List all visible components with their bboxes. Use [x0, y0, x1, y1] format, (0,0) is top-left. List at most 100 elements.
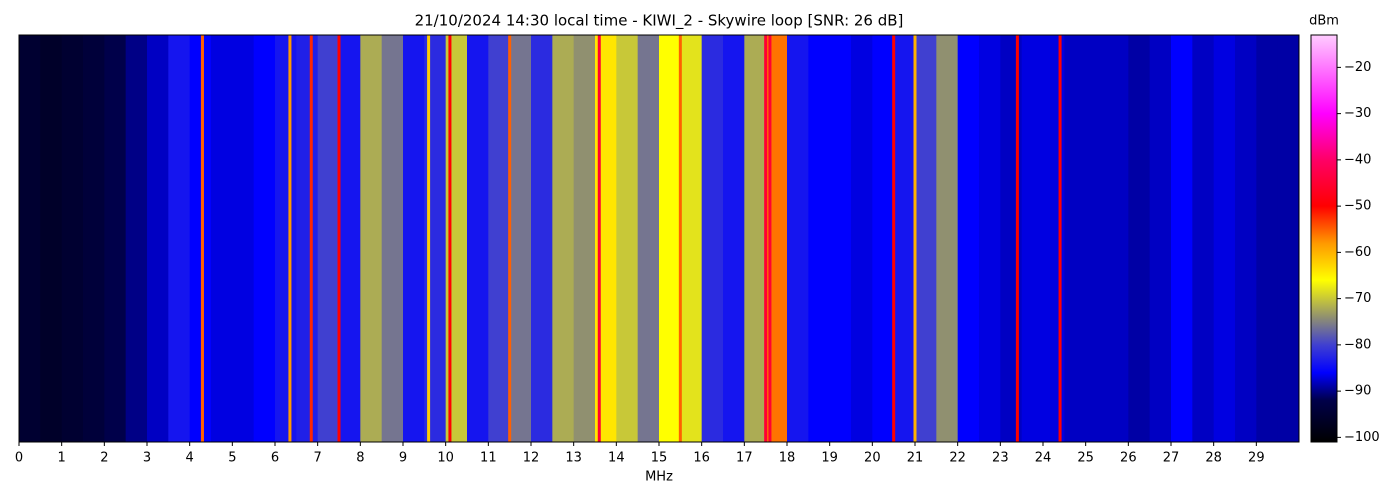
heat-cell	[1149, 35, 1172, 442]
x-tick-label: 8	[356, 451, 364, 466]
x-tick-label: 15	[651, 451, 668, 466]
heat-cell	[339, 35, 361, 442]
colorbar	[1310, 34, 1338, 443]
heat-cell	[723, 35, 745, 442]
x-tick-label: 11	[480, 451, 497, 466]
x-tick-label: 28	[1205, 451, 1222, 466]
x-tick-label: 6	[271, 451, 279, 466]
carrier-line	[288, 35, 292, 442]
heat-cell	[680, 35, 703, 442]
x-tick-label: 4	[186, 451, 194, 466]
carrier-line	[768, 35, 772, 442]
heat-cell	[893, 35, 916, 442]
heat-cell	[1256, 35, 1279, 442]
colorbar-tick-label: −70	[1344, 291, 1371, 306]
heat-cell	[19, 35, 41, 442]
x-tick-label: 14	[608, 451, 625, 466]
colorbar-tick-label: −40	[1344, 152, 1371, 167]
carrier-line	[913, 35, 917, 442]
heat-cell	[40, 35, 63, 442]
carrier-line	[1058, 35, 1062, 442]
heat-cell	[253, 35, 276, 442]
heat-cell	[829, 35, 852, 442]
x-tick-label: 19	[821, 451, 838, 466]
colorbar-tick-label: −100	[1344, 430, 1380, 445]
heat-cell	[1128, 35, 1151, 442]
colorbar-tick-label: −30	[1344, 106, 1371, 121]
heat-cell	[125, 35, 148, 442]
heat-cell	[915, 35, 937, 442]
heat-cell	[1171, 35, 1193, 442]
heat-cell	[1085, 35, 1108, 442]
heat-cell	[296, 35, 319, 442]
carrier-line	[309, 35, 313, 442]
heat-cell	[616, 35, 639, 442]
heat-cell	[381, 35, 404, 442]
heat-cell	[701, 35, 724, 442]
heat-cell	[232, 35, 255, 442]
carrier-line	[1015, 35, 1019, 442]
colorbar-tick-label: −80	[1344, 337, 1371, 352]
x-tick-label: 10	[437, 451, 454, 466]
colorbar-tick-label: −60	[1344, 245, 1371, 260]
x-tick-label: 20	[864, 451, 881, 466]
heat-cell	[211, 35, 233, 442]
heat-cell	[467, 35, 489, 442]
x-tick-label: 18	[779, 451, 796, 466]
heat-cell	[1277, 35, 1300, 442]
x-tick-label: 1	[58, 451, 66, 466]
x-tick-label: 29	[1248, 451, 1265, 466]
heat-cell	[573, 35, 596, 442]
carrier-line	[448, 35, 452, 442]
heat-cell	[552, 35, 575, 442]
heat-cell	[403, 35, 425, 442]
heat-cell	[83, 35, 105, 442]
heat-cell	[360, 35, 383, 442]
carrier-line	[508, 35, 512, 442]
colorbar-tick-label: −50	[1344, 199, 1371, 214]
carrier-line	[678, 35, 682, 442]
carrier-line	[200, 35, 204, 442]
heat-cell	[744, 35, 767, 442]
heat-cell	[1064, 35, 1087, 442]
x-tick-label: 7	[314, 451, 322, 466]
x-tick-label: 17	[736, 451, 753, 466]
chart-title: 21/10/2024 14:30 local time - KIWI_2 - S…	[415, 12, 904, 31]
x-tick-label: 21	[907, 451, 924, 466]
heat-cell	[936, 35, 959, 442]
x-tick-label: 24	[1035, 451, 1052, 466]
colorbar-tick-label: −20	[1344, 60, 1371, 75]
colorbar-tick-label: −90	[1344, 384, 1371, 399]
heat-cell	[61, 35, 84, 442]
carrier-line	[597, 35, 601, 442]
heat-cell	[1213, 35, 1236, 442]
heat-cell	[189, 35, 212, 442]
x-tick-label: 26	[1120, 451, 1137, 466]
heat-cell	[531, 35, 553, 442]
heat-cell	[1235, 35, 1257, 442]
heat-cell	[168, 35, 191, 442]
heat-cell	[957, 35, 980, 442]
heat-cell	[147, 35, 169, 442]
heat-cell	[872, 35, 895, 442]
heat-cell	[659, 35, 681, 442]
heat-cell	[1021, 35, 1044, 442]
heat-cell	[104, 35, 127, 442]
heat-cell	[808, 35, 831, 442]
x-axis-label: MHz	[645, 470, 673, 485]
x-tick-label: 25	[1077, 451, 1094, 466]
heat-cell	[1192, 35, 1215, 442]
x-tick-label: 22	[949, 451, 966, 466]
heat-cell	[979, 35, 1001, 442]
heat-cell	[488, 35, 511, 442]
x-tick-label: 16	[693, 451, 710, 466]
carrier-line	[337, 35, 341, 442]
heat-cell	[787, 35, 809, 442]
heat-cell	[851, 35, 873, 442]
colorbar-label: dBm	[1309, 14, 1339, 29]
x-tick-label: 13	[565, 451, 582, 466]
x-tick-label: 2	[100, 451, 108, 466]
heat-cell	[275, 35, 297, 442]
carrier-line	[892, 35, 896, 442]
